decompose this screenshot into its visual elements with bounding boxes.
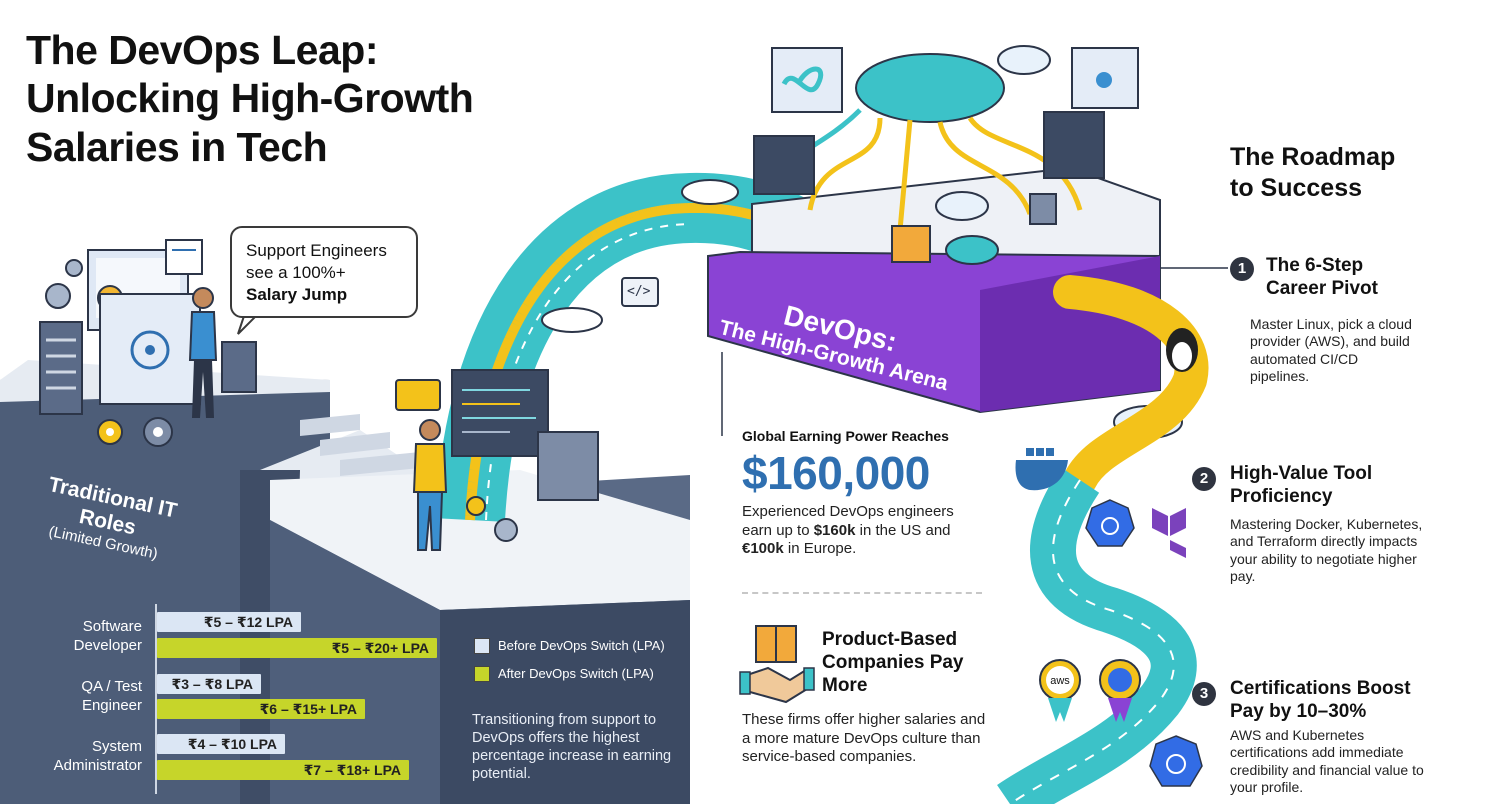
chart-axis (155, 604, 157, 794)
product-companies-title: Product-Based Companies Pay More (822, 629, 964, 697)
monitor-left (87, 239, 203, 405)
cloud-hub (753, 45, 1139, 265)
legend-label-before: Before DevOps Switch (LPA) (498, 638, 665, 653)
title-line-3: Salaries in Tech (26, 123, 328, 170)
salary-jump-callout: Support Engineers see a 100%+ Salary Jum… (230, 226, 418, 318)
step-description-1: Master Linux, pick a cloud provider (AWS… (1250, 316, 1412, 385)
terraform-icon (1152, 508, 1186, 558)
step-3-title-line-2: Pay by 10–30% (1230, 701, 1367, 723)
earning-europe-amount: €100k (742, 540, 784, 558)
aws-badge-icon: aws (1039, 659, 1081, 722)
svg-text:aws: aws (1050, 675, 1070, 687)
callout-line-1: Support Engineers (246, 241, 387, 260)
kubernetes-badge-icon (1099, 659, 1141, 722)
person-left (188, 287, 218, 418)
earning-desc-part: in Europe. (783, 540, 857, 558)
bar-after-qa-test-engineer: ₹6 – ₹15+ LPA (157, 699, 365, 719)
product-companies-description: These firms offer higher salaries and a … (742, 711, 986, 766)
step-number-3: 3 (1192, 682, 1216, 706)
step-number-1: 1 (1230, 257, 1254, 281)
role-label-qa-test-engineer: QA / Test Engineer (81, 678, 142, 714)
step-title-2: High-Value Tool Proficiency (1230, 462, 1372, 508)
gear-icons-left (45, 259, 173, 447)
handshake-icon (739, 666, 815, 704)
bar-after-system-administrator: ₹7 – ₹18+ LPA (157, 760, 409, 780)
transition-note: Transitioning from support to DevOps off… (472, 712, 672, 783)
step-title-3: Certifications Boost Pay by 10–30% (1230, 677, 1411, 723)
step-number-2: 2 (1192, 467, 1216, 491)
roadmap-title: The Roadmap to Success (1230, 142, 1395, 205)
bar-before-qa-test-engineer: ₹3 – ₹8 LPA (157, 674, 261, 694)
code-tag-label: </> (627, 284, 651, 299)
step-1-title-line-2: Career Pivot (1266, 278, 1378, 300)
step-2-title-line-1: High-Value Tool (1230, 463, 1373, 484)
roadmap-road (997, 275, 1209, 804)
bar-before-software-developer: ₹5 – ₹12 LPA (157, 612, 301, 632)
kubernetes-icon (1085, 499, 1135, 547)
role-label-system-administrator: System Administrator (53, 738, 142, 774)
earning-desc-part: in the US and (855, 521, 951, 539)
step-title-1: The 6-Step Career Pivot (1266, 254, 1378, 300)
bar-after-software-developer: ₹5 – ₹20+ LPA (157, 638, 437, 658)
earning-value: $160,000 (742, 447, 930, 499)
legend-label-after: After DevOps Switch (LPA) (498, 666, 654, 681)
linux-icon (1166, 328, 1198, 372)
legend-swatch-before (474, 638, 490, 654)
title-line-1: The DevOps Leap: (26, 27, 378, 73)
kubernetes-icon-2 (1149, 735, 1203, 787)
page-title: The DevOps Leap: Unlocking High-Growth S… (26, 26, 666, 171)
step-description-2: Mastering Docker, Kubernetes, and Terraf… (1230, 516, 1423, 585)
earning-description: Experienced DevOps engineers earn up to … (742, 503, 982, 559)
step-2-title-line-2: Proficiency (1230, 486, 1333, 508)
earning-us-amount: $160k (813, 521, 856, 539)
roadmap-title-line-1: The Roadmap (1230, 143, 1396, 171)
earning-intro: Global Earning Power Reaches (742, 428, 949, 444)
step-3-title-line-1: Certifications Boost (1230, 678, 1411, 699)
step-description-3: AWS and Kubernetes certifications add im… (1230, 727, 1424, 796)
bar-before-system-administrator: ₹4 – ₹10 LPA (157, 734, 285, 754)
earning-desc-part: Experienced DevOps engineers earn up to (742, 503, 954, 539)
callout-line-3: Salary Jump (246, 285, 348, 305)
title-line-2: Unlocking High-Growth (26, 75, 474, 122)
role-label-software-developer: Software Developer (73, 618, 142, 654)
legend-swatch-after (474, 666, 490, 682)
callout-line-2: see a 100%+ (246, 263, 346, 283)
section-divider (742, 592, 982, 594)
server-rack-left (39, 321, 257, 415)
chat-icon (395, 379, 441, 411)
middle-workstation (412, 369, 599, 551)
step-1-title-line-1: The 6-Step (1266, 255, 1364, 276)
roadmap-title-line-2: to Success (1230, 174, 1363, 203)
code-window-icon (621, 277, 659, 307)
package-icon (755, 625, 797, 663)
docker-icon (1015, 448, 1068, 491)
